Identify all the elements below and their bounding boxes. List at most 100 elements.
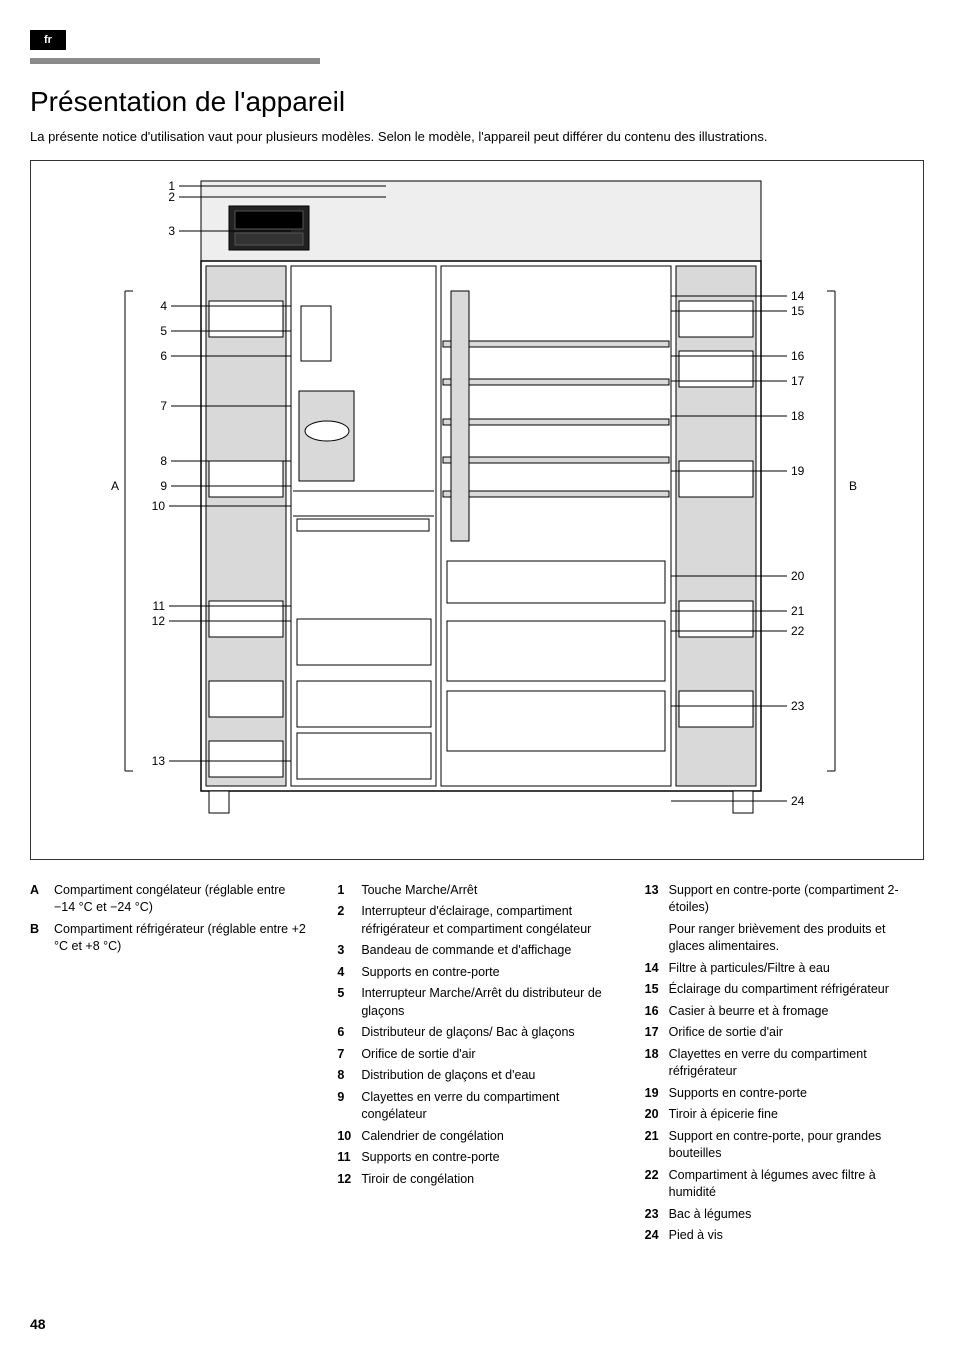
appliance-diagram: 123456789101112131415161718192021222324A… (30, 160, 924, 860)
legend-item: 24Pied à vis (645, 1227, 924, 1245)
legend-key: 2 (337, 903, 361, 938)
legend: ACompartiment congélateur (réglable entr… (30, 882, 924, 1249)
legend-key: 5 (337, 985, 361, 1020)
legend-key: 22 (645, 1167, 669, 1202)
legend-text: Tiroir à épicerie fine (669, 1106, 924, 1124)
legend-text: Compartiment réfrigérateur (réglable ent… (54, 921, 309, 956)
svg-text:10: 10 (152, 499, 166, 513)
legend-text: Filtre à particules/Filtre à eau (669, 960, 924, 978)
legend-text: Orifice de sortie d'air (669, 1024, 924, 1042)
legend-key: 15 (645, 981, 669, 999)
svg-text:5: 5 (160, 324, 167, 338)
legend-item: 10Calendrier de congélation (337, 1128, 616, 1146)
legend-item: 4Supports en contre-porte (337, 964, 616, 982)
legend-key: 7 (337, 1046, 361, 1064)
legend-text: Support en contre-porte, pour grandes bo… (669, 1128, 924, 1163)
legend-key: 18 (645, 1046, 669, 1081)
legend-key: 10 (337, 1128, 361, 1146)
page-title: Présentation de l'appareil (30, 86, 924, 118)
legend-item: 15Éclairage du compartiment réfrigérateu… (645, 981, 924, 999)
svg-text:9: 9 (160, 479, 167, 493)
legend-text: Éclairage du compartiment réfrigérateur (669, 981, 924, 999)
legend-col-b: 1Touche Marche/Arrêt 2Interrupteur d'écla… (337, 882, 616, 1249)
legend-col-a: ACompartiment congélateur (réglable entr… (30, 882, 309, 1249)
legend-key: 21 (645, 1128, 669, 1163)
svg-text:4: 4 (160, 299, 167, 313)
svg-text:B: B (849, 479, 857, 493)
legend-item: 19Supports en contre-porte (645, 1085, 924, 1103)
legend-item: 13Support en contre-porte (compartiment … (645, 882, 924, 956)
legend-key: 9 (337, 1089, 361, 1124)
legend-key: 8 (337, 1067, 361, 1085)
legend-key: 23 (645, 1206, 669, 1224)
svg-text:21: 21 (791, 604, 805, 618)
svg-text:2: 2 (168, 190, 175, 204)
legend-key: 20 (645, 1106, 669, 1124)
legend-item: 7Orifice de sortie d'air (337, 1046, 616, 1064)
legend-col-c: 13Support en contre-porte (compartiment … (645, 882, 924, 1249)
legend-item: 17Orifice de sortie d'air (645, 1024, 924, 1042)
legend-text: Bac à légumes (669, 1206, 924, 1224)
legend-item: 18Clayettes en verre du compartiment réf… (645, 1046, 924, 1081)
legend-text: Supports en contre-porte (669, 1085, 924, 1103)
legend-key: 13 (645, 882, 669, 956)
svg-text:A: A (111, 479, 119, 493)
legend-key: 17 (645, 1024, 669, 1042)
legend-text: Support en contre-porte (compartiment 2-… (669, 882, 924, 956)
legend-item: 2Interrupteur d'éclairage, compartiment … (337, 903, 616, 938)
page-number: 48 (30, 1316, 46, 1332)
svg-text:6: 6 (160, 349, 167, 363)
svg-text:22: 22 (791, 624, 805, 638)
legend-text: Clayettes en verre du compartiment réfri… (669, 1046, 924, 1081)
legend-item: 23Bac à légumes (645, 1206, 924, 1224)
svg-text:20: 20 (791, 569, 805, 583)
svg-text:14: 14 (791, 289, 805, 303)
svg-text:15: 15 (791, 304, 805, 318)
legend-key: 4 (337, 964, 361, 982)
legend-key: 12 (337, 1171, 361, 1189)
svg-text:12: 12 (152, 614, 166, 628)
header-rule (30, 58, 320, 64)
legend-subtext: Pour ranger brièvement des produits et g… (669, 921, 924, 956)
legend-key: 1 (337, 882, 361, 900)
legend-item: ACompartiment congélateur (réglable entr… (30, 882, 309, 917)
legend-item: 16Casier à beurre et à fromage (645, 1003, 924, 1021)
intro-text: La présente notice d'utilisation vaut po… (30, 128, 924, 146)
legend-item: BCompartiment réfrigérateur (réglable en… (30, 921, 309, 956)
legend-key: 3 (337, 942, 361, 960)
legend-item: 1Touche Marche/Arrêt (337, 882, 616, 900)
legend-text: Pied à vis (669, 1227, 924, 1245)
legend-key: 19 (645, 1085, 669, 1103)
legend-key: 11 (337, 1149, 361, 1167)
svg-text:19: 19 (791, 464, 805, 478)
legend-text: Clayettes en verre du compartiment congé… (361, 1089, 616, 1124)
legend-item: 8Distribution de glaçons et d'eau (337, 1067, 616, 1085)
legend-item: 12Tiroir de congélation (337, 1171, 616, 1189)
legend-item: 21Support en contre-porte, pour grandes … (645, 1128, 924, 1163)
legend-text: Distribution de glaçons et d'eau (361, 1067, 616, 1085)
legend-key: A (30, 882, 54, 917)
legend-text: Supports en contre-porte (361, 964, 616, 982)
legend-text: Casier à beurre et à fromage (669, 1003, 924, 1021)
legend-item: 11Supports en contre-porte (337, 1149, 616, 1167)
legend-key: 14 (645, 960, 669, 978)
svg-text:13: 13 (152, 754, 166, 768)
legend-key: B (30, 921, 54, 956)
svg-text:8: 8 (160, 454, 167, 468)
svg-text:23: 23 (791, 699, 805, 713)
legend-text: Calendrier de congélation (361, 1128, 616, 1146)
legend-item: 9Clayettes en verre du compartiment cong… (337, 1089, 616, 1124)
svg-text:11: 11 (153, 599, 166, 613)
lang-tab: fr (30, 30, 66, 50)
svg-text:16: 16 (791, 349, 805, 363)
legend-item: 5Interrupteur Marche/Arrêt du distribute… (337, 985, 616, 1020)
legend-text: Supports en contre-porte (361, 1149, 616, 1167)
legend-item: 22Compartiment à légumes avec filtre à h… (645, 1167, 924, 1202)
svg-text:24: 24 (791, 794, 805, 808)
legend-text: Distributeur de glaçons/ Bac à glaçons (361, 1024, 616, 1042)
svg-text:7: 7 (160, 399, 167, 413)
legend-key: 16 (645, 1003, 669, 1021)
legend-item: 3Bandeau de commande et d'affichage (337, 942, 616, 960)
legend-text: Bandeau de commande et d'affichage (361, 942, 616, 960)
legend-key: 6 (337, 1024, 361, 1042)
